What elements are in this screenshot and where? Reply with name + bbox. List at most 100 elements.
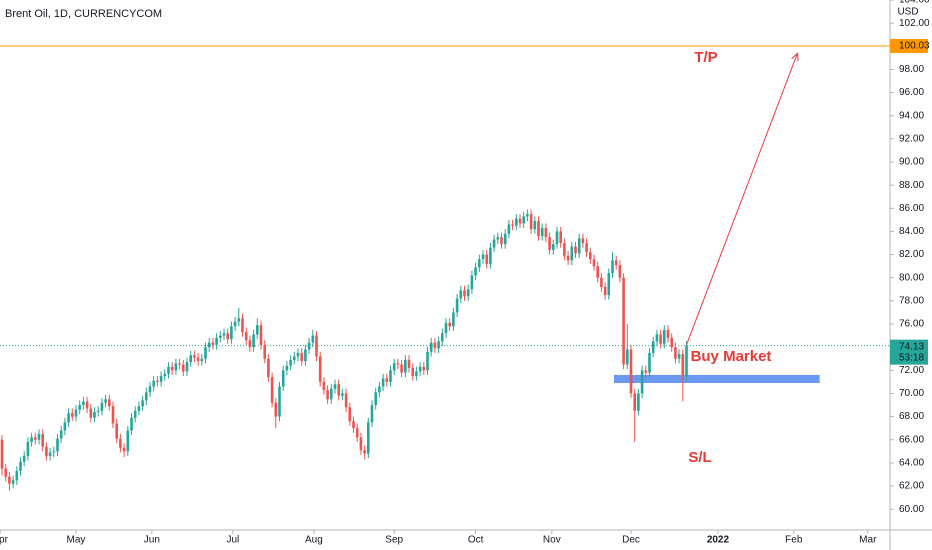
candle-body [677,354,681,359]
x-tick-label: Oct [468,535,484,546]
candle-body [274,402,278,417]
candle-body [403,359,407,373]
candle-body [507,224,511,234]
candle-body [566,255,570,261]
candle-body [189,355,192,363]
candle-body [503,233,507,245]
candle-body [174,363,178,371]
candle-body [415,371,418,377]
y-tick-label: 88.00 [899,180,924,191]
candle-body [596,266,599,278]
arrow-head [791,52,799,62]
candle-body [318,356,322,382]
candle-body [433,342,437,349]
candle-body [366,422,370,454]
chart-title: Brent Oil, 1D, CURRENCYCOM [5,8,162,20]
y-tick-label: 72.00 [899,365,924,376]
y-tick-label: 98.00 [899,64,924,75]
candle-body [607,273,611,296]
candle-body [466,289,470,297]
candle-body [85,401,89,409]
candle-body [588,252,592,260]
candle-body [585,243,588,253]
candle-body [603,286,607,296]
candle-body [333,384,337,389]
candle-body [407,359,411,368]
candle-body [455,298,459,313]
candle-body [540,227,544,237]
candle-body [248,340,252,348]
candle-body [159,376,163,382]
y-tick-label: 78.00 [899,296,924,307]
sl-annotation: S/L [688,449,711,466]
candle-body [211,342,215,345]
candle-body [30,437,33,443]
y-tick-label: 82.00 [899,249,924,260]
currency-label: USD [897,7,918,18]
candle-body [629,349,633,394]
candle-body [289,359,292,366]
candle-body [651,341,655,353]
candle-body [285,365,289,371]
candle-body [600,277,603,287]
candle-body [263,344,266,359]
x-tick-label: Sep [385,535,403,546]
x-tick-label: 2022 [707,535,730,546]
y-tick-label: 68.00 [899,411,924,422]
y-tick-label: 104.00 [899,0,930,6]
candle-body [463,290,466,297]
candle-body [378,386,381,393]
y-tick-label: 86.00 [899,203,924,214]
y-tick-label: 96.00 [899,87,924,98]
candle-body [570,246,574,261]
candle-body [100,402,104,411]
candle-body [226,333,229,340]
x-tick-label: Mar [859,535,877,546]
candle-body [681,354,685,377]
candle-body [500,237,503,245]
target-arrow [686,53,798,346]
x-tick-label: May [67,535,86,546]
x-tick-label: Feb [785,535,803,546]
candle-body [215,337,218,345]
candle-body [292,356,296,360]
candle-body [45,446,48,456]
candle-body [119,438,122,448]
candle-body [322,381,326,390]
candle-body [259,325,263,345]
x-tick-label: Jun [144,535,160,546]
candle-body [548,237,551,250]
y-tick-label: 60.00 [899,504,924,515]
candle-body [374,392,377,406]
candle-body [355,428,359,438]
candle-body [514,218,518,226]
candle-body [111,406,115,424]
tp-price-label: 100.03 [899,41,930,52]
candle-body [440,333,444,342]
candle-body [574,246,577,254]
candle-body [389,370,392,382]
candle-body [63,422,67,431]
y-tick-label: 80.00 [899,272,924,283]
candle-body [67,413,70,423]
candle-body [74,409,78,417]
candle-body [674,347,677,359]
candle-body [640,370,644,394]
candle-body [352,421,355,429]
candle-body [207,342,211,348]
candle-body [19,461,22,471]
candle-body [481,254,485,260]
candle-body [685,346,688,377]
candle-body [659,334,662,344]
candle-body [489,247,492,264]
tp-price-box [890,38,928,53]
candle-body [115,423,118,439]
candle-body [233,321,237,327]
candle-body [52,451,56,453]
candle-body [359,437,363,451]
x-tick-label: Nov [543,535,561,546]
y-tick-label: 94.00 [899,110,924,121]
candle-body [533,221,537,230]
y-tick-label: 84.00 [899,226,924,237]
candle-body [278,386,281,417]
